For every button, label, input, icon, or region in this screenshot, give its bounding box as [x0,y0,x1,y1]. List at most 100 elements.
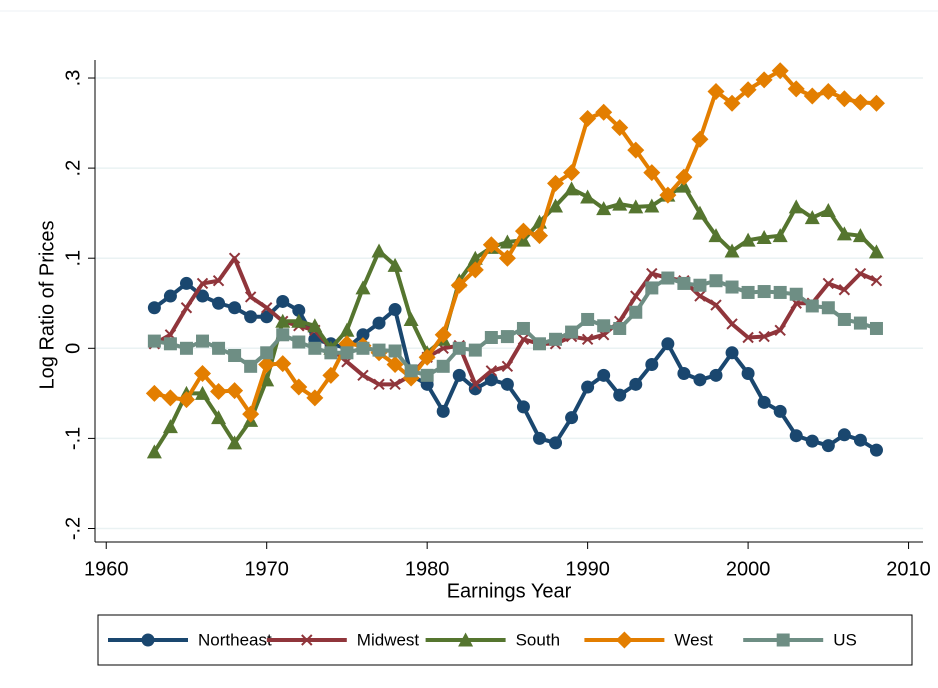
marker [564,181,580,196]
marker [339,322,355,337]
marker [306,389,324,407]
marker [388,344,402,358]
marker [595,103,613,121]
marker [708,228,724,243]
marker [709,368,723,382]
marker [645,358,659,372]
marker [597,319,611,333]
y-axis-title: Log Ratio of Prices [36,221,58,390]
legend-label: US [833,630,857,649]
marker [436,359,450,373]
marker [195,385,211,400]
marker [868,244,884,259]
marker [789,429,803,443]
marker [180,302,193,314]
marker [725,280,739,294]
marker [757,395,771,409]
legend-label: Midwest [357,630,420,649]
x-tick-label: 2010 [886,558,931,580]
marker [196,277,209,290]
marker [434,326,452,344]
marker [581,333,594,345]
marker [141,633,155,647]
legend-label: South [516,630,560,649]
legend-label: West [674,630,713,649]
marker [177,391,195,409]
marker [803,87,821,105]
marker [244,310,258,324]
marker [485,365,498,377]
marker [499,234,515,249]
marker [644,198,660,213]
marker [565,411,579,425]
marker [627,141,645,159]
marker [450,276,468,294]
marker [228,252,241,264]
marker [532,431,546,445]
marker [242,405,260,423]
marker [516,400,530,414]
marker [355,280,371,295]
marker [755,71,773,89]
marker [726,318,738,330]
series-line [154,276,878,378]
marker [212,296,226,310]
y-tick-label: -.1 [62,427,84,450]
marker [611,119,629,137]
marker [308,341,322,355]
marker [563,164,581,182]
marker [854,267,867,280]
marker [162,419,178,434]
legend-label: Northeast [198,630,272,649]
marker [163,289,177,303]
marker [147,334,161,348]
marker [820,202,836,217]
marker [196,289,210,303]
marker [500,377,514,391]
marker [501,360,514,373]
marker [452,368,466,382]
marker [498,249,516,267]
marker [290,378,308,396]
marker [292,335,306,349]
x-tick-label: 2000 [726,558,771,580]
marker [739,81,757,99]
marker [837,312,851,326]
marker [517,333,530,345]
marker [452,341,466,355]
marker [837,428,851,442]
marker [819,83,837,101]
marker [821,439,835,453]
marker [613,388,627,402]
marker [484,373,498,387]
marker [500,330,514,344]
marker [835,90,853,108]
marker [740,232,756,247]
marker [210,383,228,401]
marker [629,305,643,319]
marker [260,302,273,314]
marker [852,228,868,243]
marker [788,199,804,214]
marker [163,337,177,351]
marker [643,164,661,182]
marker [258,356,276,374]
marker [756,229,772,244]
marker [630,290,642,302]
marker [301,634,313,646]
marker [307,318,323,333]
marker [710,299,722,311]
marker [613,321,627,335]
x-tick-label: 1960 [84,558,129,580]
marker [458,632,474,647]
marker [549,332,563,346]
marker [356,328,370,342]
y-tick-label: .3 [62,70,84,87]
marker [196,334,210,348]
marker [724,243,740,258]
marker [691,130,709,148]
marker [661,271,675,285]
marker [597,368,611,382]
marker [646,267,658,280]
marker [580,189,596,204]
